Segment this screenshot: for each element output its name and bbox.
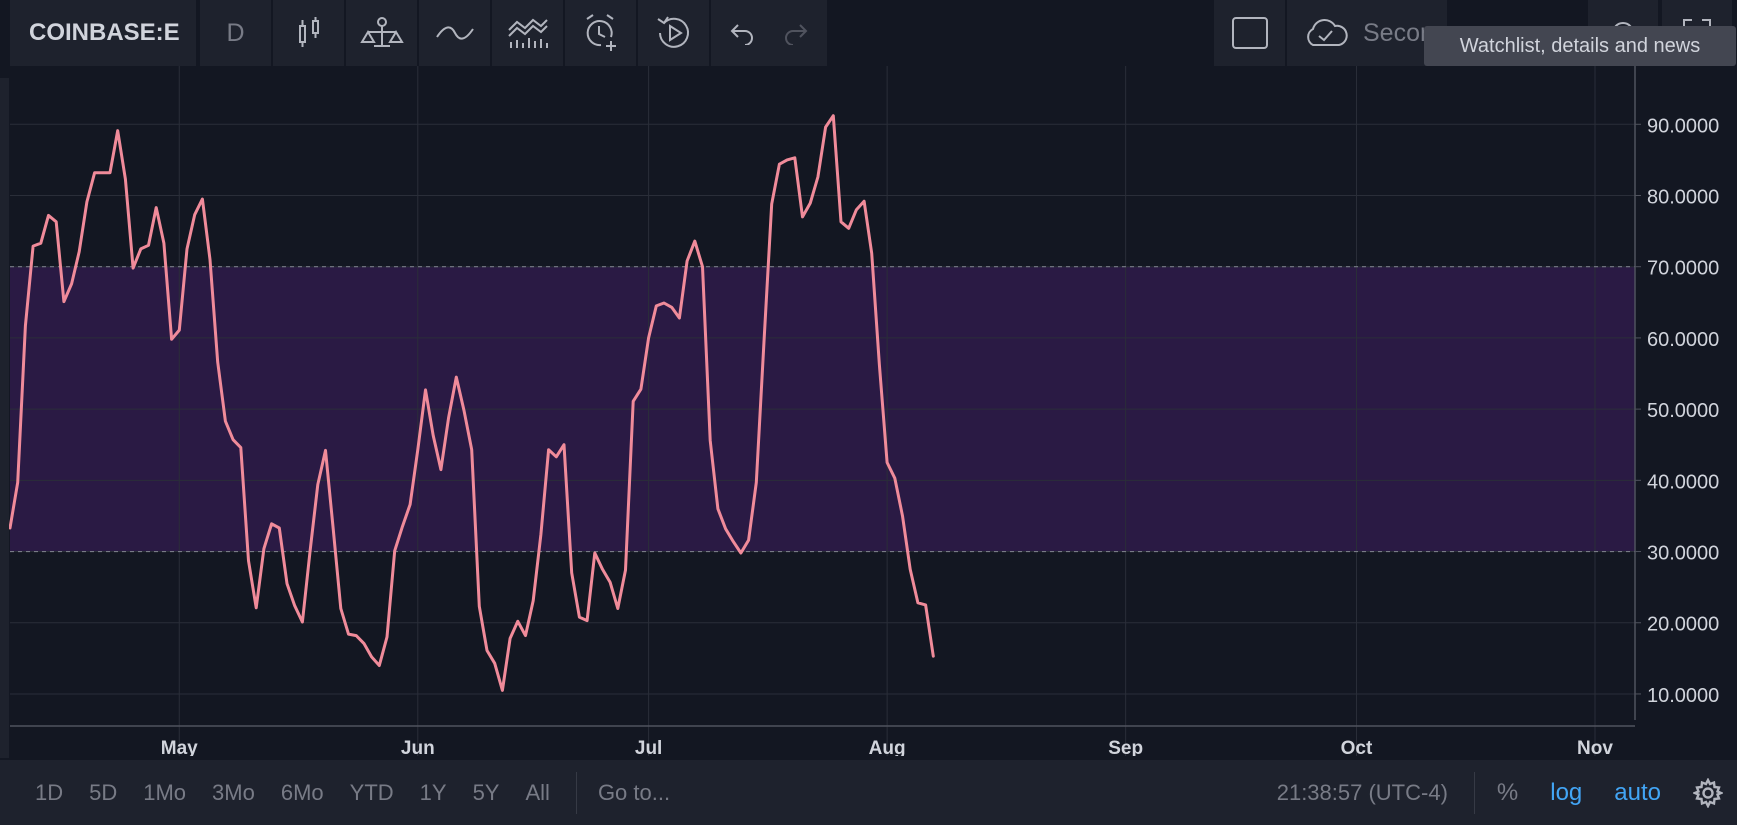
bottom-right-group: 21:38:57 (UTC-4) % log auto: [1277, 760, 1737, 825]
fullscreen-icon: [1682, 18, 1712, 48]
gear-icon[interactable]: [1693, 777, 1723, 808]
compare-button[interactable]: [346, 0, 417, 66]
cloud-icon: [1301, 17, 1349, 49]
x-tick-label: Nov: [1577, 738, 1613, 756]
replay-icon: [654, 13, 694, 53]
indicators-button[interactable]: [419, 0, 490, 66]
x-tick-label: Sep: [1108, 738, 1143, 756]
range-1mo-button[interactable]: 1Mo: [143, 779, 187, 805]
y-tick-label: 50.0000: [1647, 400, 1719, 422]
interval-button[interactable]: D: [200, 0, 271, 66]
symbol-label: COINBASE:E: [29, 19, 180, 46]
bottom-toolbar: 1D 5D 1Mo 3Mo 6Mo YTD 1Y 5Y All Go to...…: [0, 760, 1737, 825]
x-tick-label: Aug: [869, 738, 906, 756]
alert-button[interactable]: [565, 0, 636, 66]
range-1y-button[interactable]: 1Y: [419, 779, 447, 805]
financials-button[interactable]: [492, 0, 563, 66]
range-5y-button[interactable]: 5Y: [472, 779, 500, 805]
rsi-chart[interactable]: 90.0000 80.0000 70.0000 60.0000 50.0000 40.00…: [0, 66, 1737, 756]
bottom-right-divider: [1473, 771, 1475, 814]
y-tick-label: 40.0000: [1647, 471, 1719, 493]
replay-button[interactable]: [638, 0, 709, 66]
indicator-icon: [435, 23, 475, 43]
range-6mo-button[interactable]: 6Mo: [280, 779, 324, 805]
y-tick-label: 80.0000: [1647, 186, 1719, 208]
range-3mo-button[interactable]: 3Mo: [212, 779, 255, 805]
range-1d-button[interactable]: 1D: [35, 779, 64, 805]
save-layout-button[interactable]: Secon: [1287, 0, 1447, 66]
x-tick-label: Oct: [1341, 738, 1373, 756]
symbol-search-button[interactable]: COINBASE:E: [10, 0, 196, 66]
y-tick-label: 20.0000: [1647, 614, 1719, 636]
log-scale-toggle[interactable]: log: [1550, 778, 1583, 806]
range-all-button[interactable]: All: [525, 779, 550, 805]
candles-icon: [294, 16, 324, 50]
y-tick-label: 60.0000: [1647, 329, 1719, 351]
undo-icon[interactable]: [727, 21, 755, 45]
chart-area[interactable]: 90.0000 80.0000 70.0000 60.0000 50.0000 40.00…: [0, 66, 1737, 756]
y-tick-label: 30.0000: [1647, 543, 1719, 565]
interval-label: D: [226, 18, 245, 47]
x-tick-label: Jul: [635, 738, 662, 756]
y-tick-label: 90.0000: [1647, 115, 1719, 137]
range-5d-button[interactable]: 5D: [89, 779, 118, 805]
left-panel-edge: [0, 78, 9, 758]
top-toolbar: COINBASE:E D: [0, 0, 1737, 66]
multi-indicator-icon: [507, 16, 549, 50]
range-ytd-button[interactable]: YTD: [349, 779, 394, 805]
layout-button[interactable]: [1214, 0, 1285, 66]
goto-button[interactable]: Go to...: [597, 779, 671, 805]
save-layout-label: Secon: [1363, 18, 1434, 47]
redo-icon[interactable]: [783, 21, 811, 45]
y-tick-label: 70.0000: [1647, 258, 1719, 280]
rsi-series-line: [8, 114, 935, 692]
percent-scale-toggle[interactable]: %: [1496, 778, 1519, 806]
auto-scale-toggle[interactable]: auto: [1614, 778, 1661, 806]
chart-style-button[interactable]: [273, 0, 344, 66]
undo-redo-group: [711, 0, 827, 66]
x-tick-label: Jun: [401, 738, 435, 756]
y-tick-label: 10.0000: [1647, 685, 1719, 707]
watchlist-tooltip: Watchlist, details and news: [1424, 26, 1736, 66]
compare-icon: [359, 16, 404, 50]
x-tick-label: May: [161, 738, 198, 756]
alert-icon: [581, 13, 621, 53]
bottom-divider: [575, 771, 577, 814]
clock-readout[interactable]: 21:38:57 (UTC-4): [1276, 779, 1448, 805]
square-icon: [1231, 16, 1269, 50]
